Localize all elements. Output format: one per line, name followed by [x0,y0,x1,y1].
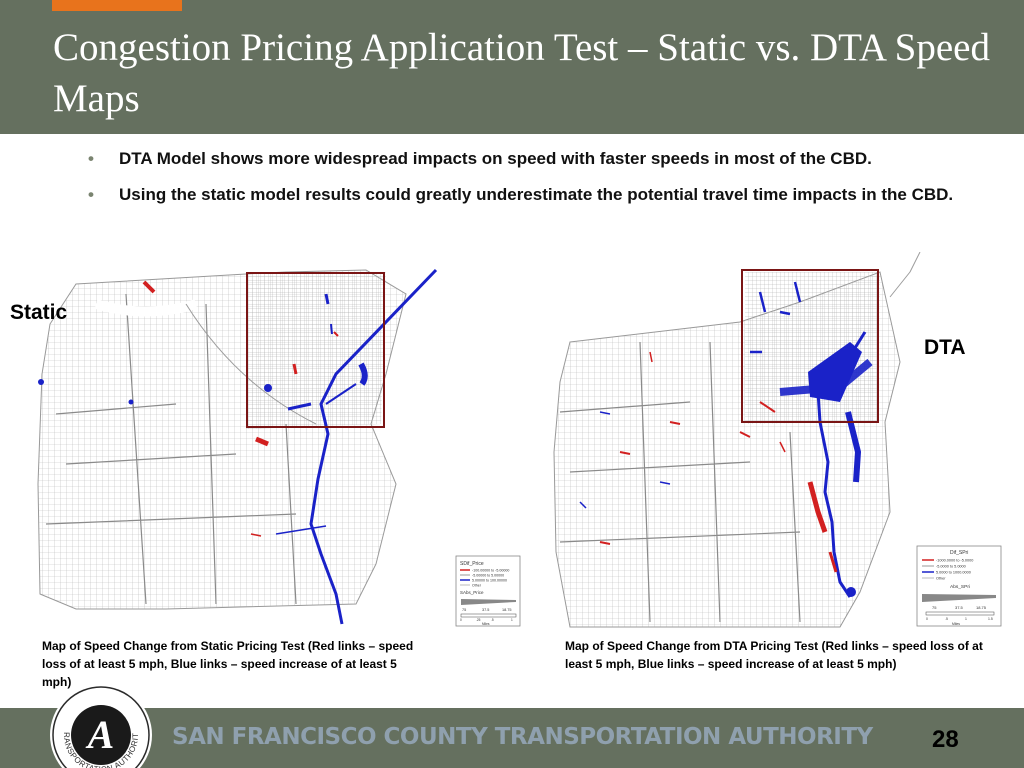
legend-item: 5.0000 to 1000.0000 [936,571,971,575]
footer-bar [0,708,1024,768]
organization-name: SAN FRANCISCO COUNTY TRANSPORTATION AUTH… [172,724,873,750]
scale-unit: Miles [952,622,960,626]
slide-title: Congestion Pricing Application Test – St… [53,26,990,120]
legend-title: Dif_SPri [950,550,968,556]
bullet-dot-icon: • [88,149,94,168]
scale-label: 37.5 [955,605,964,610]
scale-label: 75 [462,608,466,612]
bullet-text: Using the static model results could gre… [119,185,954,204]
legend-subtitle: SAbs_Price [460,590,484,595]
bullet-list: • DTA Model shows more widespread impacts… [88,146,968,218]
accent-bar [52,0,182,11]
legend-subtitle: Abs_SPri [950,584,970,590]
legend-item: -100.00000 to -5.00000 [472,569,509,573]
bullet-item: • DTA Model shows more widespread impacts… [88,146,968,172]
legend-item: Other [472,584,482,588]
static-speed-map: SDif_Price -100.00000 to -5.00000 -5.000… [36,264,524,632]
authority-logo: A TRANSPORTATION AUTHORITY [48,682,154,768]
scale-unit: Miles [482,622,490,626]
static-label: Static [10,301,68,324]
scale-label: 18.75 [976,605,987,610]
bullet-item: • Using the static model results could gr… [88,182,968,208]
scale-tick: 1 [511,618,513,622]
legend-item: -5.00000 to 5.00000 [472,574,504,578]
legend-item: -5.0000 to 5.0000 [936,565,966,569]
scale-tick: .5 [945,617,948,621]
logo-mark: A [85,712,115,757]
bullet-dot-icon: • [88,185,94,204]
scale-tick: 0 [926,617,928,621]
scale-label: 37.5 [482,608,489,612]
page-number: 28 [932,726,959,753]
bullet-text: DTA Model shows more widespread impacts … [119,149,872,168]
scale-label: 75 [932,605,937,610]
dta-speed-map: Dif_SPri -1000.0000 to -5.0000 -5.0000 t… [540,252,1024,632]
scale-tick: .5 [491,618,494,622]
scale-tick: 0 [460,618,462,622]
legend-item: -1000.0000 to -5.0000 [936,559,973,563]
dta-map-caption: Map of Speed Change from DTA Pricing Tes… [565,639,983,671]
scale-tick: 1.5 [988,617,993,621]
title-bar [0,0,1024,134]
scale-tick: .25 [476,618,481,622]
scale-tick: 1 [965,617,967,621]
scale-label: 18.75 [502,608,512,612]
dta-label: DTA [924,336,966,359]
legend-item: Other [936,577,946,581]
static-map-caption: Map of Speed Change from Static Pricing … [42,639,414,689]
legend-item: 5.00000 to 100.00000 [472,579,507,583]
legend-title: SDif_Price [460,561,484,567]
